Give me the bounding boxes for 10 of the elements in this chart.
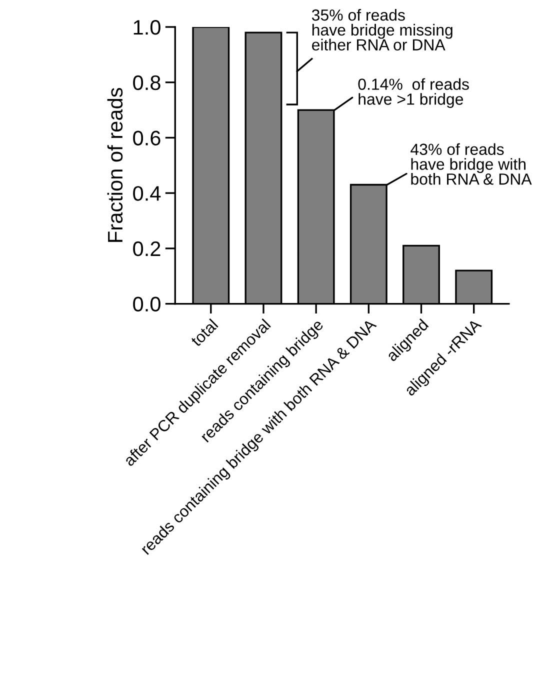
y-tick-label: 0.4	[133, 186, 161, 201]
y-axis-title: Fraction of reads	[107, 88, 123, 242]
y-tick-label: 1.0	[134, 20, 160, 35]
y-tick-label: 0.0	[133, 296, 160, 312]
annotation: 0.14% of reads have >1 bridge	[358, 78, 469, 108]
y-tick-label: 0.8	[133, 75, 160, 90]
y-tick-label: 0.6	[133, 130, 160, 146]
annotation: 35% of reads have bridge missing either RNA or DNA	[312, 8, 452, 51]
annotation: 43% of reads have bridge with both RNA & DNA	[410, 143, 532, 185]
y-tick-label: 0.2	[133, 241, 160, 256]
